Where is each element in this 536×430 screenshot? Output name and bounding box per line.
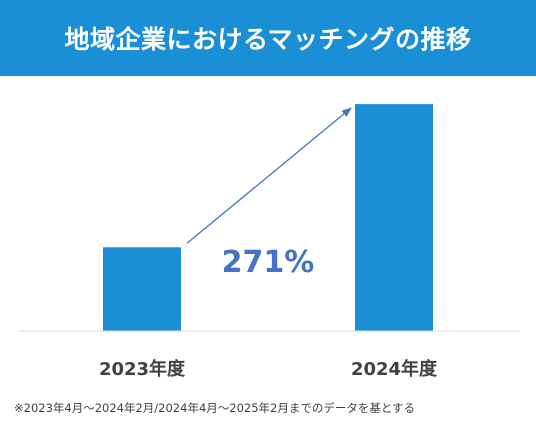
category-label-2: 2024年度 [351,358,438,380]
footnote: ※2023年4月～2024年2月/2024年4月～2025年2月までのデータを基… [14,401,415,415]
category-label-1: 2023年度 [99,358,186,380]
header-banner: 地域企業におけるマッチングの推移 [0,0,536,76]
growth-annotation: 271% [222,245,315,280]
bar-2 [355,104,433,331]
bar-chart: 271% 2023年度 2024年度 [18,104,520,380]
growth-arrow [186,107,352,244]
bar-1 [103,247,181,331]
chart-title: 地域企業におけるマッチングの推移 [64,25,472,54]
chart-area: 271% 2023年度 2024年度 [0,76,536,396]
